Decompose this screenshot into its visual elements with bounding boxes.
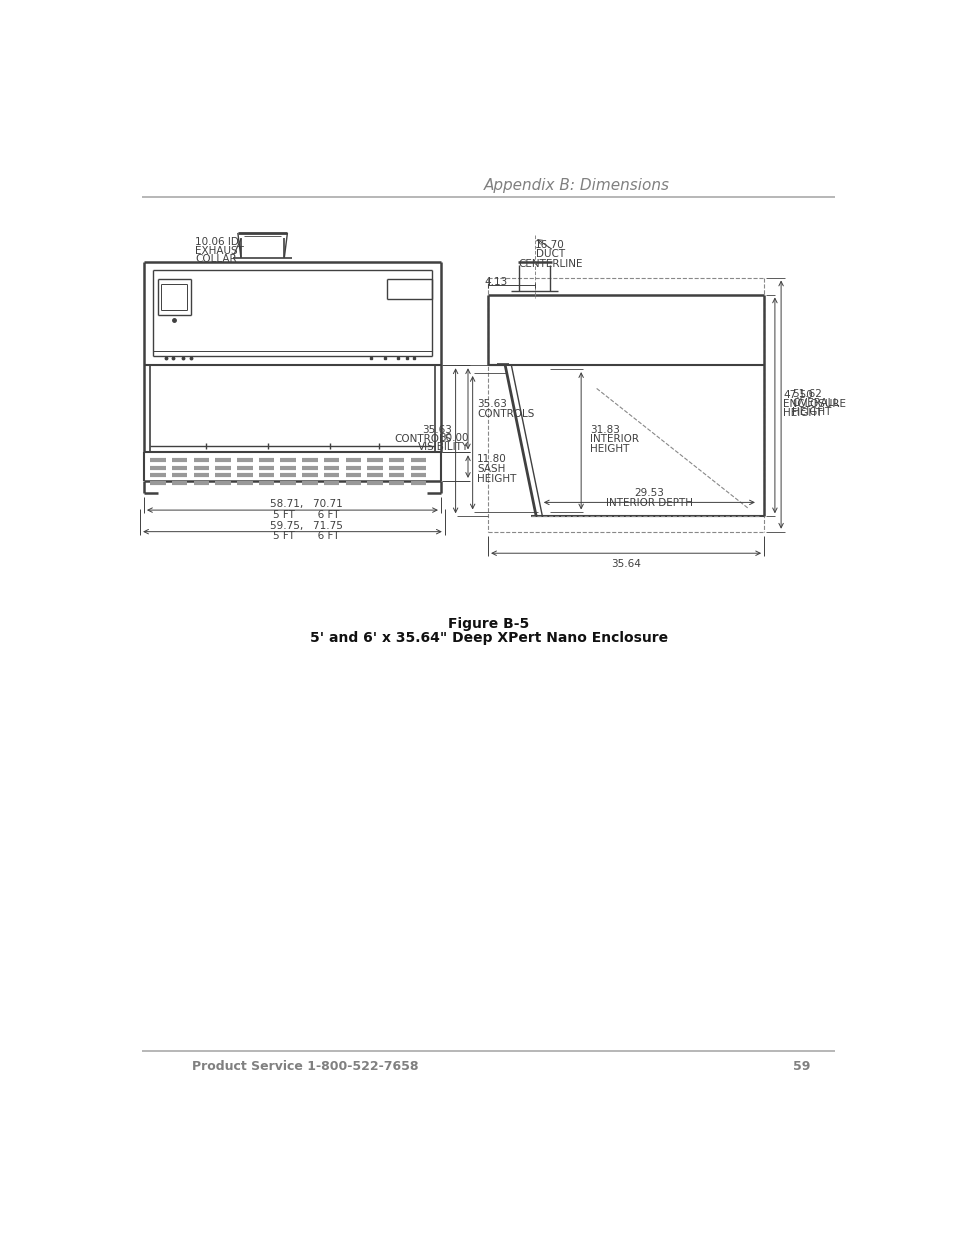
Text: 59: 59 xyxy=(792,1060,809,1072)
Text: CONTROLS: CONTROLS xyxy=(476,409,534,419)
Text: CENTERLINE: CENTERLINE xyxy=(517,258,581,269)
Text: EXHAUST: EXHAUST xyxy=(195,246,244,256)
Text: 5' and 6' x 35.64" Deep XPert Nano Enclosure: 5' and 6' x 35.64" Deep XPert Nano Enclo… xyxy=(310,631,667,645)
Text: SASH: SASH xyxy=(476,463,505,473)
Text: 35.64: 35.64 xyxy=(611,559,640,569)
Text: Product Service 1-800-522-7658: Product Service 1-800-522-7658 xyxy=(192,1060,418,1072)
Text: Figure B-5: Figure B-5 xyxy=(448,618,529,631)
Text: 29.53: 29.53 xyxy=(634,488,663,498)
Text: OVERALL: OVERALL xyxy=(791,398,839,408)
Text: HEIGHT: HEIGHT xyxy=(590,443,629,453)
Text: Appendix B: Dimensions: Appendix B: Dimensions xyxy=(483,178,669,193)
Text: VISIBILITY: VISIBILITY xyxy=(417,442,468,452)
Text: 16.70: 16.70 xyxy=(535,241,564,251)
Text: HEIGHT: HEIGHT xyxy=(791,408,830,417)
Text: 47.50: 47.50 xyxy=(782,389,812,400)
Text: 5 FT       6 FT: 5 FT 6 FT xyxy=(273,531,339,541)
Text: HEIGHT: HEIGHT xyxy=(782,408,821,419)
Text: ENCLOSURE: ENCLOSURE xyxy=(782,399,845,409)
Text: HEIGHT: HEIGHT xyxy=(476,473,517,484)
Text: 51.62: 51.62 xyxy=(791,389,821,399)
Text: 5 FT       6 FT: 5 FT 6 FT xyxy=(273,510,339,520)
Text: 11.80: 11.80 xyxy=(476,453,506,463)
Text: 4.13: 4.13 xyxy=(484,277,507,288)
Text: DUCT: DUCT xyxy=(535,249,564,259)
Text: CONTROLS: CONTROLS xyxy=(394,435,452,445)
Text: 10.06 ID: 10.06 ID xyxy=(195,237,239,247)
Text: INTERIOR: INTERIOR xyxy=(590,435,639,445)
Text: 58.71,   70.71: 58.71, 70.71 xyxy=(270,499,342,509)
Text: INTERIOR DEPTH: INTERIOR DEPTH xyxy=(605,498,692,508)
Text: 35.63: 35.63 xyxy=(476,399,507,409)
Text: 59.75,   71.75: 59.75, 71.75 xyxy=(270,520,342,531)
Text: COLLAR: COLLAR xyxy=(195,254,236,264)
Text: 31.83: 31.83 xyxy=(590,425,619,435)
Text: 35.63: 35.63 xyxy=(421,425,452,435)
Text: 30.00: 30.00 xyxy=(438,432,468,442)
